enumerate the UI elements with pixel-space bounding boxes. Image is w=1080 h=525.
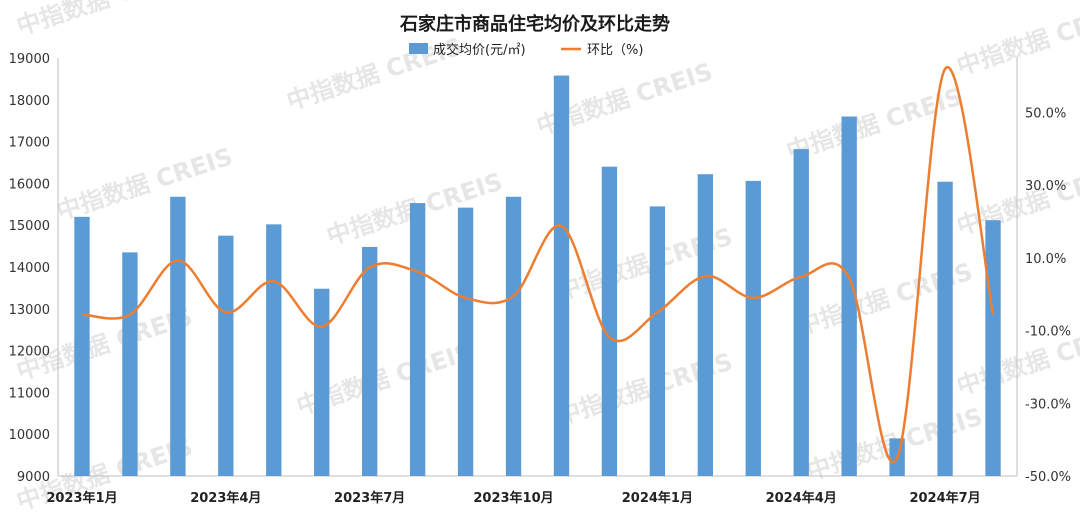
x-tick-label: 2023年10月 xyxy=(473,490,553,506)
x-tick-label: 2024年7月 xyxy=(909,490,980,506)
y-left-tick-label: 12000 xyxy=(9,345,50,360)
bar-2024-07 xyxy=(937,181,953,476)
bar-2023-10 xyxy=(505,196,522,476)
chart-title: 石家庄市商品住宅均价及环比走势 xyxy=(399,13,670,35)
bar-2023-06 xyxy=(314,288,330,476)
legend: 成交均价(元/㎡) 环比（%) xyxy=(409,42,643,58)
bar-2023-07 xyxy=(362,246,378,476)
bar-2023-05 xyxy=(266,224,282,476)
y-right-tick-label: -10.0% xyxy=(1025,325,1071,340)
y-right-tick-label: 10.0% xyxy=(1025,252,1066,267)
y-left-tick-label: 9000 xyxy=(17,470,50,485)
y-left-tick-label: 17000 xyxy=(9,136,50,151)
y-left-tick-label: 18000 xyxy=(9,94,50,109)
x-tick-label: 2023年1月 xyxy=(46,490,117,506)
bar-2023-04 xyxy=(218,235,234,476)
bar-2023-08 xyxy=(409,203,426,476)
bar-2024-04 xyxy=(793,149,809,476)
bar-2023-02 xyxy=(122,252,138,476)
y-left-tick-label: 16000 xyxy=(9,177,50,192)
bar-2024-05 xyxy=(841,116,857,477)
bar-2024-01 xyxy=(649,206,666,476)
y-right-tick-label: 30.0% xyxy=(1025,179,1066,194)
line-series xyxy=(81,65,995,464)
bar-2023-09 xyxy=(457,207,474,477)
watermark-text: 中指数据 CREIS xyxy=(13,0,196,41)
y-left-tick-label: 15000 xyxy=(9,219,50,234)
legend-bar-swatch xyxy=(409,43,428,54)
bar-2023-03 xyxy=(170,196,186,476)
y-right-tick-label: -30.0% xyxy=(1025,397,1071,412)
y-right-tick-label: 50.0% xyxy=(1025,107,1066,122)
bar-2023-12 xyxy=(601,166,618,476)
bar-2024-03 xyxy=(745,180,761,476)
y-left-tick-label: 13000 xyxy=(9,303,50,318)
y-left-tick-label: 11000 xyxy=(9,386,50,401)
watermark-text: 中指数据 CREIS xyxy=(283,0,466,1)
y-left-tick-label: 14000 xyxy=(9,261,50,276)
x-axis-labels: 2023年1月 2023年4月 2023年7月 2023年10月 2024年1月 2024… xyxy=(46,490,980,506)
x-tick-label: 2024年4月 xyxy=(766,490,837,506)
y-left-tick-label: 10000 xyxy=(9,428,50,443)
legend-line-label: 环比（%) xyxy=(587,43,643,58)
watermark-text: 中指数据 CREIS xyxy=(53,143,236,226)
y-left-tick-label: 19000 xyxy=(9,52,50,67)
x-tick-label: 2023年4月 xyxy=(190,490,261,506)
y-axis-right-labels: -50.0% -30.0% -10.0% 10.0% 30.0% 50.0% xyxy=(1025,107,1071,485)
axes xyxy=(57,58,1018,477)
y-right-tick-label: -50.0% xyxy=(1025,470,1071,485)
line-mom-change xyxy=(81,65,995,464)
bar-2024-02 xyxy=(697,174,713,477)
legend-bar-label: 成交均价(元/㎡) xyxy=(433,42,526,58)
bar-2024-08 xyxy=(985,220,1001,476)
x-tick-label: 2023年7月 xyxy=(334,490,405,506)
y-axis-left-labels: 9000 10000 11000 12000 13000 14000 15000 16000 1… xyxy=(9,52,50,485)
bar-series xyxy=(74,75,1001,477)
bar-2023-11 xyxy=(553,75,570,476)
x-tick-label: 2024年1月 xyxy=(622,490,693,506)
bar-2023-01 xyxy=(74,216,90,476)
